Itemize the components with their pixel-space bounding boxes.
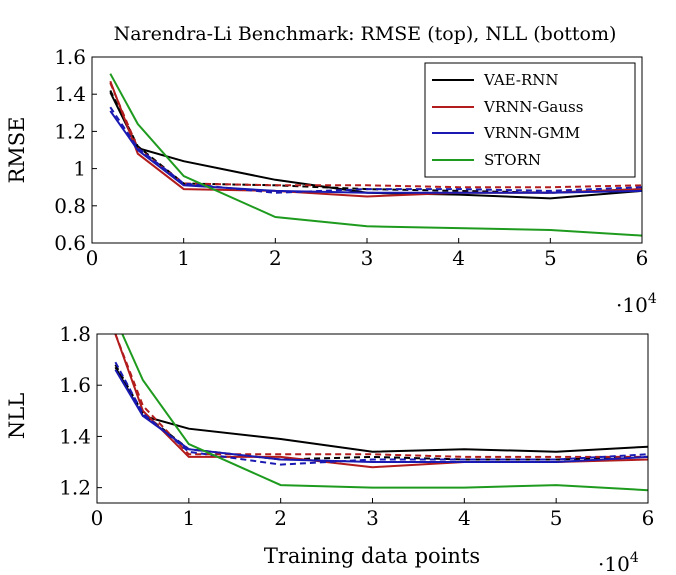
- legend: VAE-RNN VRNN-Gauss VRNN-GMM STORN: [424, 62, 636, 178]
- nll-series-group: [114, 334, 648, 492]
- nll-x-tick-label: 2: [274, 506, 287, 530]
- nll-x-tick-label: 0: [91, 506, 104, 530]
- nll-line-vae-rnn: [114, 366, 648, 453]
- legend-label-vrnn-gauss: VRNN-Gauss: [483, 98, 583, 116]
- rmse-line-vae-rnn: [109, 91, 642, 200]
- nll-x-tick-label: 5: [550, 506, 563, 530]
- nll-line-series-5-dashed: [114, 361, 648, 466]
- nll-y-tick-label: 1.4: [59, 424, 91, 448]
- rmse-x-tick-label: 1: [177, 246, 190, 270]
- rmse-x-tick-label: 0: [86, 246, 99, 270]
- nll-x-scale-label: ·104: [598, 550, 639, 575]
- nll-y-label: NLL: [5, 393, 29, 439]
- nll-x-tick-label: 3: [366, 506, 379, 530]
- rmse-x-tick-label: 6: [636, 246, 649, 270]
- rmse-y-label: RMSE: [5, 116, 29, 183]
- legend-box: [424, 62, 636, 178]
- legend-label-storn: STORN: [484, 151, 541, 169]
- nll-x-label: Training data points: [264, 544, 480, 568]
- nll-ticks: 0 1 2 3 4 5 6 1.2 1.4 1.6 1.8: [59, 322, 654, 530]
- rmse-x-tick-label: 3: [361, 246, 374, 270]
- chart-title: Narendra-Li Benchmark: RMSE (top), NLL (…: [114, 23, 617, 45]
- rmse-y-tick-label: 0.8: [54, 194, 86, 218]
- nll-y-tick-label: 1.2: [59, 476, 91, 500]
- legend-label-vrnn-gmm: VRNN-GMM: [483, 124, 580, 142]
- nll-line-series-3-dashed: [114, 334, 648, 458]
- rmse-y-tick-label: 1: [73, 157, 86, 181]
- nll-x-tick-label: 6: [642, 506, 655, 530]
- nll-axes-frame: [96, 333, 649, 504]
- rmse-series-group: [109, 73, 642, 237]
- rmse-ticks: 0 1 2 3 4 5 6 0.6 0.8 1 1.2 1.4 1.6: [54, 45, 648, 270]
- rmse-y-tick-label: 0.6: [54, 231, 86, 255]
- rmse-x-scale-label: ·104: [616, 291, 657, 317]
- rmse-line-series-3-dashed: [109, 82, 642, 189]
- rmse-y-tick-label: 1.6: [54, 45, 86, 69]
- nll-x-tick-label: 4: [458, 506, 471, 530]
- rmse-line-series-5-dashed: [109, 106, 642, 194]
- rmse-x-tick-label: 4: [452, 246, 465, 270]
- nll-line-vrnn-gmm: [114, 369, 648, 463]
- rmse-x-tick-label: 5: [544, 246, 557, 270]
- legend-label-vae-rnn: VAE-RNN: [483, 71, 559, 89]
- nll-y-tick-label: 1.6: [59, 373, 91, 397]
- rmse-y-tick-label: 1.2: [54, 119, 86, 143]
- nll-line-storn: [121, 334, 648, 492]
- rmse-panel: 0 1 2 3 4 5 6 0.6 0.8 1 1.2 1.4 1.6 RMSE ·104 VAE-RN…: [5, 45, 657, 317]
- nll-y-tick-label: 1.8: [59, 322, 91, 346]
- rmse-x-tick-label: 2: [269, 246, 282, 270]
- rmse-line-storn: [109, 73, 642, 237]
- nll-x-tick-label: 1: [182, 506, 195, 530]
- nll-panel: 0 1 2 3 4 5 6 1.2 1.4 1.6 1.8 NLL Training data po…: [5, 322, 654, 575]
- nll-line-series-1-dashed: [114, 364, 648, 461]
- rmse-y-tick-label: 1.4: [54, 82, 86, 106]
